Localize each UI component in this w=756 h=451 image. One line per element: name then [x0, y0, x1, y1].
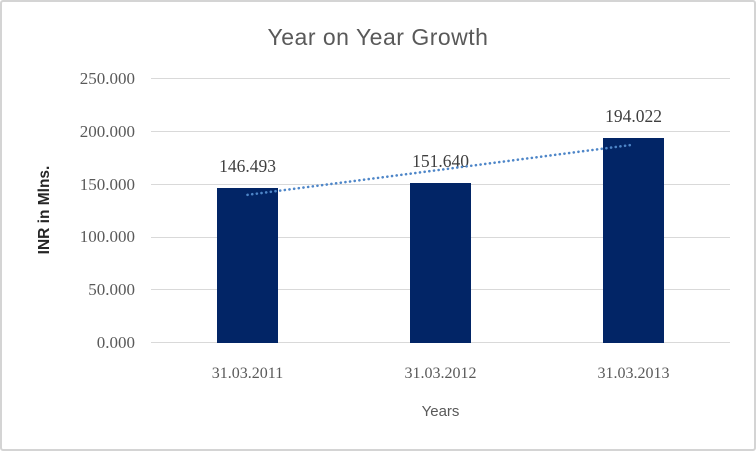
gridline	[151, 131, 730, 133]
x-axis-tick-label: 31.03.2013	[597, 365, 670, 382]
bar-value-label: 151.640	[412, 150, 469, 171]
gridline	[151, 78, 730, 80]
chart-title: Year on Year Growth	[267, 24, 489, 50]
y-axis-tick-label: 150.000	[79, 174, 135, 194]
y-axis-tick-label: 200.000	[79, 121, 135, 141]
bar-value-label: 146.493	[219, 156, 276, 177]
x-axis-tick-label: 31.03.2012	[404, 365, 477, 382]
x-axis-tick-label: 31.03.2011	[211, 365, 284, 382]
y-axis-tick-label: 250.000	[79, 69, 135, 88]
y-axis-tick-label: 100.000	[79, 227, 135, 247]
bar-value-label: 194.022	[605, 106, 662, 127]
y-axis-tick-label: 50.000	[88, 280, 135, 300]
bar	[410, 182, 471, 343]
bar	[603, 138, 664, 343]
x-axis-title: Years	[421, 403, 460, 420]
y-axis-tick-label: 0.000	[96, 333, 135, 352]
bar	[217, 188, 278, 343]
